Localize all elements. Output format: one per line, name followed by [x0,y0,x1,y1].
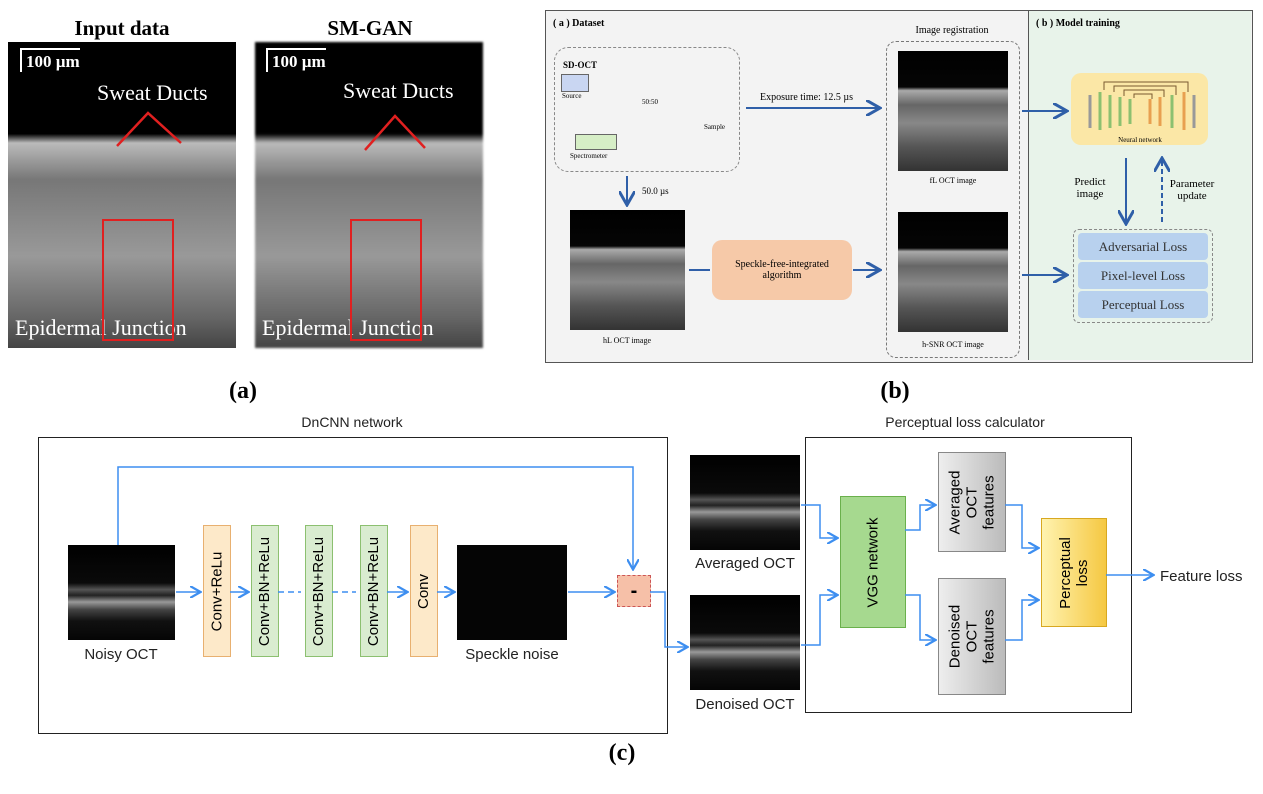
spectrometer-label: Spectrometer [570,152,608,160]
speckle-noise-label: Speckle noise [465,646,559,663]
conv-bn-relu-layer: Conv+BN+ReLu [360,525,388,657]
model-training-title: ( b ) Model training [1036,18,1120,29]
scale-bar: 100 µm [20,48,80,72]
dncnn-title: DnCNN network [301,414,403,430]
averaged-oct-image [690,455,800,550]
neural-network-label: Neural network [1118,136,1162,144]
sm-gan-oct-image [255,42,483,348]
sweat-ducts-label: Sweat Ducts [97,80,208,105]
denoised-oct-image [690,595,800,690]
input-oct-image [8,42,236,348]
perceptual-title: Perceptual loss calculator [885,414,1045,430]
splitter-label: 50:50 [642,98,658,106]
perceptual-loss: Perceptual Loss [1078,291,1208,318]
epidermal-junction-label: Epidermal Junction [15,315,187,340]
scale-bar: 100 µm [266,48,326,72]
denoised-features-box: Denoised OCT features [938,578,1006,695]
dncnn-arrows [117,466,1152,647]
minus-icon: - [630,579,638,602]
fl-oct-label: fL OCT image [929,176,977,185]
fl-oct-image [898,51,1008,171]
averaged-features-box: Averaged OCT features [938,452,1006,552]
sweat-ducts-label: Sweat Ducts [343,78,454,103]
registration-group [886,41,1020,358]
sweat-duct-markers [116,111,426,151]
loss-group [1073,229,1213,323]
speckle-noise-image [457,545,567,640]
conv-layer: Conv [410,525,438,657]
exposure-label: Exposure time: 12.5 µs [760,92,853,103]
averaged-oct-label: Averaged OCT [695,555,795,572]
epidermal-junction-label: Epidermal Junction [262,315,434,340]
highlight-box [350,219,422,341]
adversarial-loss: Adversarial Loss [1078,233,1208,260]
caption-a: (a) [229,378,257,404]
conv-bn-relu-layer: Conv+BN+ReLu [305,525,333,657]
dataset-arrows [627,108,1162,275]
noisy-oct-label: Noisy OCT [84,646,158,663]
hsnr-oct-label: h-SNR OCT image [922,340,984,349]
input-data-title: Input data [74,16,170,40]
caption-b: (b) [880,378,910,404]
sample-label: Sample [704,123,725,131]
caption-c: (c) [608,740,636,766]
dataset-title: ( a ) Dataset [553,18,605,29]
speckle-free-algorithm-box: Speckle-free-integrated algorithm [712,240,852,300]
hsnr-oct-image [898,212,1008,332]
sm-gan-title: SM-GAN [327,16,413,40]
perceptual-loss-box: Perceptual loss [1041,518,1107,627]
parameter-update-label: Parameter update [1169,178,1215,202]
denoised-oct-label: Denoised OCT [695,696,795,713]
source-label: Source [562,92,582,100]
subtract-operator: - [617,575,651,607]
neural-network-icon [1088,81,1196,130]
vgg-network-box: VGG network [840,496,906,628]
noisy-oct-image [68,545,175,640]
registration-label: Image registration [915,25,989,36]
source-icon [561,74,589,92]
highlight-box [102,219,174,341]
predict-image-label: Predict image [1074,176,1106,200]
hl-oct-image [570,210,685,330]
dncnn-box [38,437,668,734]
conv-relu-layer: Conv+ReLu [203,525,231,657]
sd-oct-setup [554,47,740,172]
sd-oct-label: SD-OCT [563,60,598,70]
spectrometer-icon [575,134,617,150]
hl-oct-label: hL OCT image [603,336,651,345]
exposure-long-label: 50.0 µs [642,186,669,196]
conv-bn-relu-layer: Conv+BN+ReLu [251,525,279,657]
pixel-level-loss: Pixel-level Loss [1078,262,1208,289]
